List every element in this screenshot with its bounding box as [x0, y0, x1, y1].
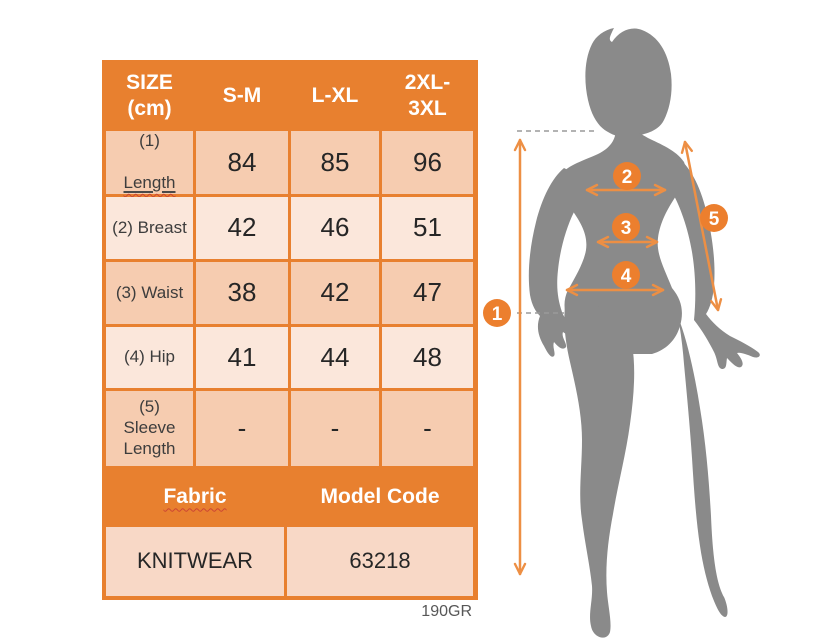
cell-length-lxl: 85	[291, 131, 379, 194]
silhouette-right-leg	[672, 290, 728, 617]
silhouette-head	[585, 28, 672, 138]
column-header-sm: S-M	[196, 64, 288, 128]
fabric-header: Fabric	[106, 469, 284, 524]
cell-waist-sm: 38	[196, 262, 288, 324]
column-header-lxl: L-XL	[291, 64, 379, 128]
marker-5: 5	[700, 204, 728, 232]
silhouette-right-arm	[667, 156, 760, 369]
sleeve-arrow	[680, 140, 723, 312]
cell-hip-2xl3xl: 48	[382, 327, 473, 388]
marker-1: 1	[483, 299, 511, 327]
female-silhouette	[528, 28, 760, 638]
model-code-header: Model Code	[287, 469, 473, 524]
cell-waist-2xl3xl: 47	[382, 262, 473, 324]
measurement-arrows	[513, 138, 723, 576]
cell-length-2xl3xl: 96	[382, 131, 473, 194]
cell-waist-lxl: 42	[291, 262, 379, 324]
fabric-info-grid: Fabric Model Code KNITWEAR 63218	[106, 469, 474, 596]
marker-2-label: 2	[622, 167, 633, 188]
fabric-value: KNITWEAR	[106, 527, 284, 596]
cell-breast-sm: 42	[196, 197, 288, 259]
row-label-hip: (4) Hip	[106, 327, 193, 388]
size-chart-table: SIZE (cm) S-M L-XL 2XL-3XL (1) Length 84…	[102, 60, 478, 600]
row-label-length: (1) Length	[106, 131, 193, 194]
reference-dashed-lines	[517, 130, 598, 314]
marker-4: 4	[612, 261, 640, 289]
row-label-breast: (2) Breast	[106, 197, 193, 259]
column-header-2xl3xl: 2XL-3XL	[382, 64, 473, 128]
cell-sleeve-2xl3xl: -	[382, 391, 473, 466]
cell-length-sm: 84	[196, 131, 288, 194]
column-header-size: SIZE (cm)	[106, 64, 193, 128]
silhouette-left-leg	[564, 292, 635, 638]
marker-2: 2	[613, 162, 641, 190]
cell-breast-2xl3xl: 51	[382, 197, 473, 259]
row-label-sleeve-length: (5) Sleeve Length	[106, 391, 193, 466]
marker-3: 3	[612, 213, 640, 241]
row-label-waist: (3) Waist	[106, 262, 193, 324]
marker-1-label: 1	[492, 304, 503, 325]
marker-3-label: 3	[621, 218, 632, 239]
body-measurement-diagram: 1 2 3 4 5	[483, 28, 760, 638]
cell-hip-lxl: 44	[291, 327, 379, 388]
silhouette-left-arm	[528, 168, 584, 357]
weight-note: 190GR	[421, 603, 472, 620]
marker-5-label: 5	[709, 209, 720, 230]
cell-sleeve-lxl: -	[291, 391, 379, 466]
measurement-markers: 1 2 3 4 5	[483, 162, 728, 327]
marker-4-label: 4	[621, 266, 632, 287]
model-code-value: 63218	[287, 527, 473, 596]
cell-sleeve-sm: -	[196, 391, 288, 466]
size-grid: SIZE (cm) S-M L-XL 2XL-3XL (1) Length 84…	[106, 64, 474, 466]
cell-breast-lxl: 46	[291, 197, 379, 259]
cell-hip-sm: 41	[196, 327, 288, 388]
